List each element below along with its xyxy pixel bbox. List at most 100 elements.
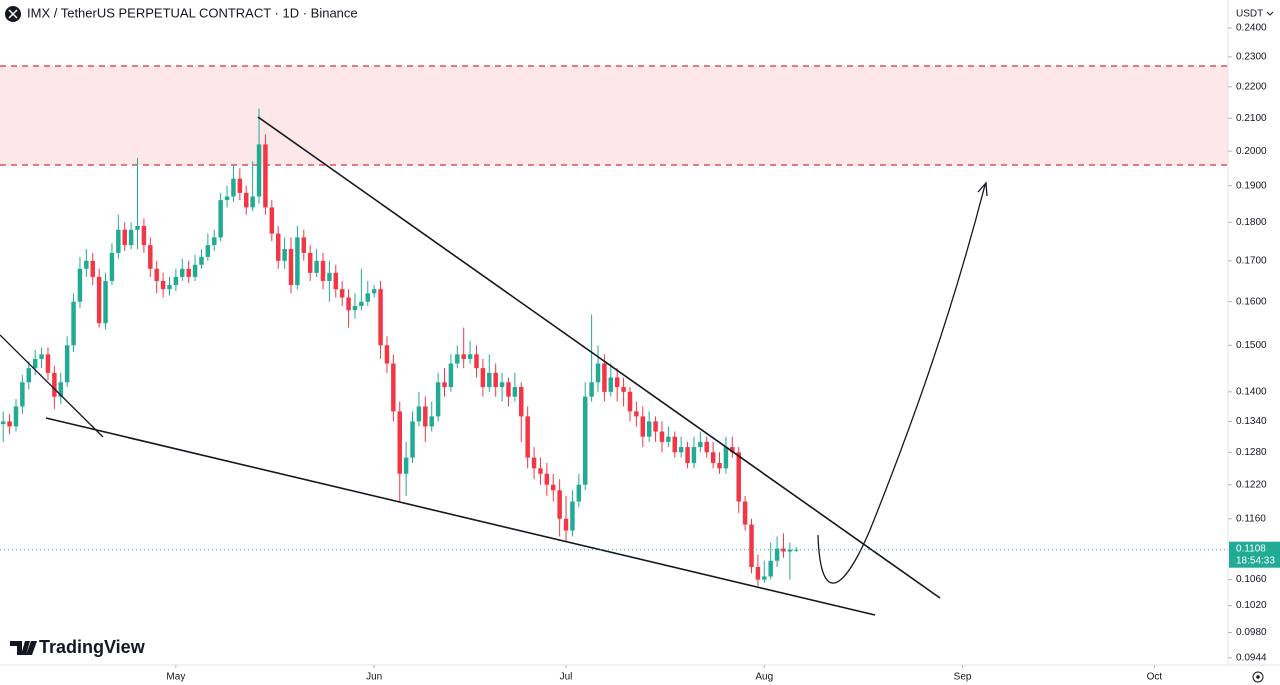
candle-body (327, 272, 332, 281)
settings-dot (1256, 675, 1260, 679)
y-tick-label: 0.2400 (1236, 23, 1267, 34)
candle-body (499, 382, 505, 388)
logo-mark (10, 641, 37, 655)
x-tick-label: Aug (755, 672, 773, 683)
candle-body (378, 289, 383, 346)
candle-body (576, 484, 582, 502)
y-tick-label: 0.1020 (1236, 600, 1267, 611)
y-tick-label: 0.1600 (1236, 296, 1267, 307)
candle-body (269, 207, 275, 234)
symbol-logo-mark (8, 9, 18, 19)
x-tick-label: Jun (366, 672, 382, 683)
candle-body (730, 447, 735, 453)
candle-body (128, 229, 134, 246)
candle-body (116, 229, 121, 253)
candle-body (352, 305, 358, 311)
resistance-zone (0, 66, 1228, 165)
candle-body (538, 468, 543, 474)
candle-body (423, 406, 428, 427)
last-price-box (1229, 541, 1280, 568)
candle-body (58, 382, 63, 397)
projection-arrow (817, 184, 986, 584)
candle-body (282, 249, 287, 261)
candle-body (256, 144, 262, 197)
candle-body (205, 245, 211, 257)
currency-caret (1266, 11, 1274, 16)
candle-body (391, 363, 396, 412)
countdown: 18:54:33 (1236, 555, 1275, 566)
trendline-lower (45, 417, 876, 616)
candle-body (295, 237, 300, 286)
candle-body (109, 252, 115, 281)
candle-body (653, 421, 658, 432)
candle-body (755, 566, 761, 580)
candle-body (122, 229, 127, 246)
candle-body (160, 280, 166, 290)
candle-body (275, 233, 281, 261)
candle-body (45, 354, 51, 373)
candle-body (525, 416, 530, 458)
candle-body (461, 354, 466, 359)
candle-body (480, 368, 486, 388)
candle-body (557, 490, 562, 519)
candle-body (339, 289, 345, 298)
y-tick-label: 0.1280 (1236, 447, 1267, 458)
candle-body (64, 345, 70, 383)
candle-body (589, 382, 594, 397)
candle-body (448, 363, 454, 388)
candle-body (346, 297, 351, 311)
candle-body (52, 372, 57, 397)
candle-body (563, 518, 569, 531)
candle-body (84, 260, 89, 269)
y-tick-label: 0.2100 (1236, 113, 1267, 124)
settings-button[interactable] (1252, 671, 1264, 683)
candle-body (103, 280, 108, 324)
y-tick-label: 0.1220 (1236, 479, 1267, 490)
candle-body (551, 484, 556, 491)
candle-body (397, 411, 402, 474)
x-tick-label: Oct (1147, 672, 1163, 683)
candle-body (487, 372, 492, 388)
candle-body (301, 237, 307, 253)
candle-body (749, 524, 754, 567)
candle-body (212, 237, 217, 246)
y-tick-label: 0.2000 (1236, 146, 1267, 157)
candle-body (224, 196, 230, 201)
currency-button[interactable] (1230, 3, 1278, 25)
candle-body (512, 387, 518, 397)
candle-body (148, 245, 153, 269)
candle-body (455, 354, 460, 364)
y-tick-label: 0.1160 (1236, 513, 1266, 524)
candle-body (640, 416, 646, 437)
y-tick-label: 0.1340 (1236, 416, 1267, 427)
y-tick-label: 0.1700 (1236, 255, 1267, 266)
candle-body (704, 441, 709, 453)
candle-body (320, 260, 326, 281)
candle-body (621, 387, 626, 392)
candle-body (768, 560, 773, 577)
candle-body (410, 421, 415, 458)
candle-body (742, 501, 748, 525)
y-tick-label: 0.2300 (1236, 51, 1267, 62)
chart-title: IMX / TetherUS PERPETUAL CONTRACT · 1D ·… (27, 5, 358, 20)
candle-body (244, 192, 249, 208)
candle-body (429, 416, 434, 427)
candle-body (71, 301, 76, 346)
candle-body (359, 301, 364, 306)
candle-body (199, 256, 204, 265)
x-tick-label: May (166, 672, 185, 683)
candle-body (250, 196, 255, 208)
candle-body (678, 447, 684, 453)
candle-body (634, 411, 639, 417)
candle-body (723, 447, 729, 469)
candle-body (135, 225, 140, 230)
candle-body (774, 548, 780, 561)
last-price-label: 0.1108 (1236, 543, 1266, 554)
currency[interactable]: USDT (1236, 9, 1263, 20)
candle-body (192, 264, 198, 277)
arrow-head (977, 181, 988, 197)
candle-body (659, 431, 665, 442)
candle-body (531, 457, 537, 469)
candle-body (602, 363, 607, 392)
